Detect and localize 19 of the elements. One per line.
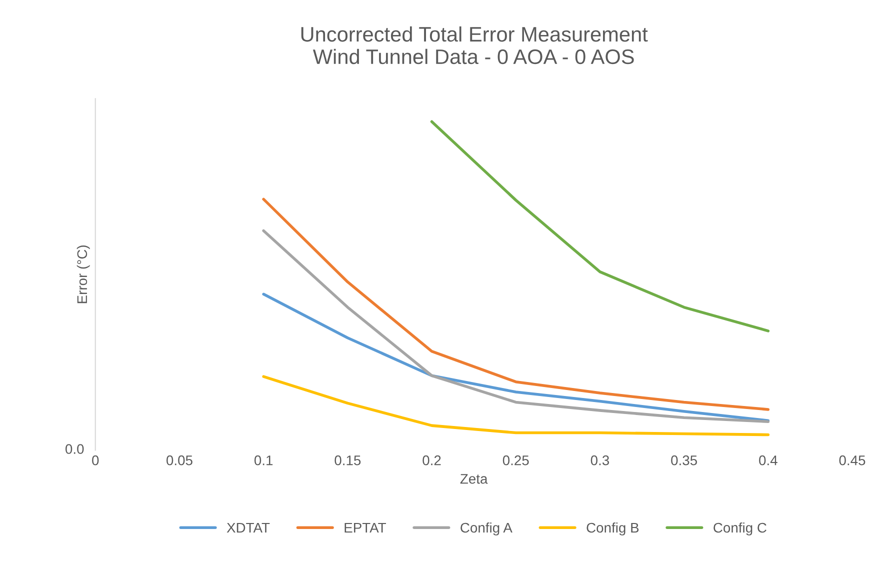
x-tick-label: 0.45 xyxy=(839,455,866,466)
x-axis-title: Zeta xyxy=(460,474,488,484)
legend-label: Config B xyxy=(586,522,639,536)
x-tick-label: 0.15 xyxy=(334,455,361,466)
x-tick-label: 0.05 xyxy=(166,455,192,466)
legend-label: EPTAT xyxy=(344,522,386,533)
x-tick-label: 0.3 xyxy=(590,455,609,466)
x-tick-label: 0.1 xyxy=(254,455,273,466)
x-tick-label: 0.35 xyxy=(671,455,697,466)
x-tick-label: 0.4 xyxy=(759,455,778,466)
x-tick-label: 0 xyxy=(92,455,99,466)
legend-label: Config A xyxy=(460,522,512,536)
legend-label: XDTAT xyxy=(226,522,270,533)
text: 0.0 xyxy=(66,444,84,454)
x-tick-label: 0.2 xyxy=(422,455,441,466)
x-tick-label: 0.25 xyxy=(502,455,529,466)
y-axis-title: Error (°C) xyxy=(76,246,90,304)
chart-title: Uncorrected Total Error Measurement Wind Tunnel Data - 0 AOA - 0 AOS xyxy=(301,26,648,64)
legend-label: Config C xyxy=(714,522,766,536)
